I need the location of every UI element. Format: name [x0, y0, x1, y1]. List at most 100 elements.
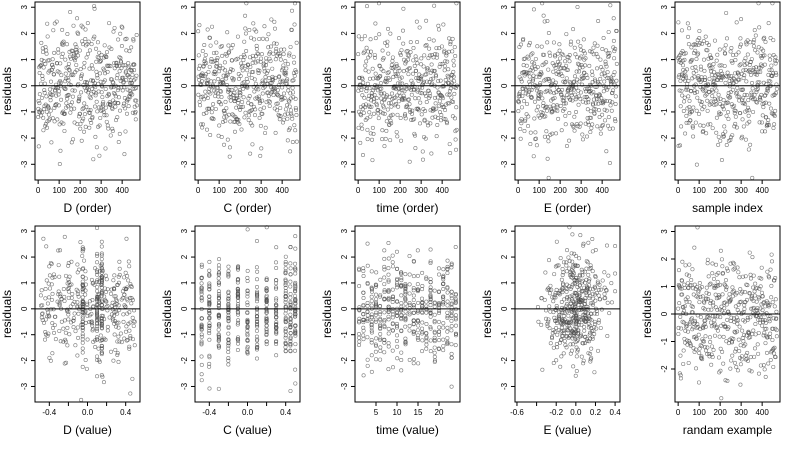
plot-frame	[354, 1, 461, 181]
data-point	[251, 69, 256, 74]
data-point	[360, 126, 365, 131]
data-point	[74, 68, 79, 73]
data-point	[552, 95, 557, 100]
data-point	[559, 321, 564, 326]
data-point	[294, 113, 299, 118]
data-point	[733, 108, 738, 113]
data-point	[207, 325, 212, 330]
data-point	[682, 95, 687, 100]
data-point	[762, 93, 767, 98]
data-point	[288, 108, 293, 113]
data-point	[103, 337, 108, 342]
data-point	[726, 116, 731, 121]
data-point	[134, 98, 139, 103]
data-point	[523, 91, 528, 96]
data-point	[66, 260, 71, 265]
data-point	[692, 42, 697, 47]
y-tick-label: 0	[180, 83, 189, 88]
data-point	[226, 324, 231, 329]
data-point	[390, 328, 395, 333]
data-point	[556, 116, 561, 121]
data-point	[596, 101, 601, 106]
data-point	[595, 124, 600, 129]
data-point	[425, 120, 430, 125]
data-point	[374, 310, 379, 315]
data-point	[98, 71, 103, 76]
data-point	[423, 43, 428, 48]
x-tick-label: 400	[755, 186, 769, 195]
data-point	[729, 45, 734, 50]
data-point	[126, 104, 131, 109]
data-point	[225, 72, 230, 77]
data-point	[376, 111, 381, 116]
points-group	[356, 1, 459, 164]
data-point	[226, 290, 231, 295]
data-point	[560, 95, 565, 100]
data-point	[294, 139, 299, 144]
data-point	[582, 57, 587, 62]
x-tick-label: 0.2	[590, 408, 602, 417]
data-point	[262, 84, 267, 89]
data-point	[411, 293, 416, 298]
data-point	[572, 251, 577, 256]
data-point	[260, 98, 265, 103]
data-point	[123, 129, 128, 134]
data-point	[419, 62, 424, 67]
data-point	[579, 63, 584, 68]
data-point	[419, 91, 424, 96]
data-point	[447, 92, 452, 97]
data-point	[445, 299, 450, 304]
data-point	[198, 95, 203, 100]
y-tick-label: 1	[660, 284, 669, 289]
data-point	[676, 325, 681, 330]
data-point	[395, 324, 400, 329]
data-point	[774, 90, 779, 95]
data-point	[235, 292, 240, 297]
data-point	[95, 321, 100, 326]
data-point	[61, 121, 66, 126]
data-point	[199, 332, 204, 337]
data-point	[245, 351, 250, 356]
data-point	[255, 338, 260, 343]
data-point	[293, 307, 298, 312]
data-point	[591, 302, 596, 307]
data-point	[676, 283, 681, 288]
data-point	[45, 301, 50, 306]
data-point	[516, 109, 521, 114]
data-point	[581, 76, 586, 81]
data-point	[738, 362, 743, 367]
data-point	[259, 52, 264, 57]
data-point	[286, 88, 291, 93]
data-point	[723, 129, 728, 134]
data-point	[724, 302, 729, 307]
data-point	[721, 98, 726, 103]
data-point	[748, 276, 753, 281]
data-point	[95, 315, 100, 320]
data-point	[60, 51, 65, 56]
data-point	[547, 50, 552, 55]
data-point	[753, 48, 758, 53]
data-point	[400, 28, 405, 33]
data-point	[40, 311, 45, 316]
data-point	[89, 42, 94, 47]
data-point	[283, 329, 288, 334]
data-point	[751, 97, 756, 102]
data-point	[774, 58, 779, 63]
data-point	[285, 138, 290, 143]
data-point	[411, 357, 416, 362]
data-point	[256, 87, 261, 92]
data-point	[689, 109, 694, 114]
data-point	[574, 253, 579, 258]
data-point	[130, 315, 135, 320]
data-point	[210, 24, 215, 29]
data-point	[594, 84, 599, 89]
y-tick-label: -1	[180, 108, 189, 116]
data-point	[554, 90, 559, 95]
data-point	[575, 349, 580, 354]
data-point	[717, 63, 722, 68]
data-point	[534, 74, 539, 79]
data-point	[598, 57, 603, 62]
data-point	[120, 75, 125, 80]
data-point	[574, 69, 579, 74]
data-point	[259, 146, 264, 151]
